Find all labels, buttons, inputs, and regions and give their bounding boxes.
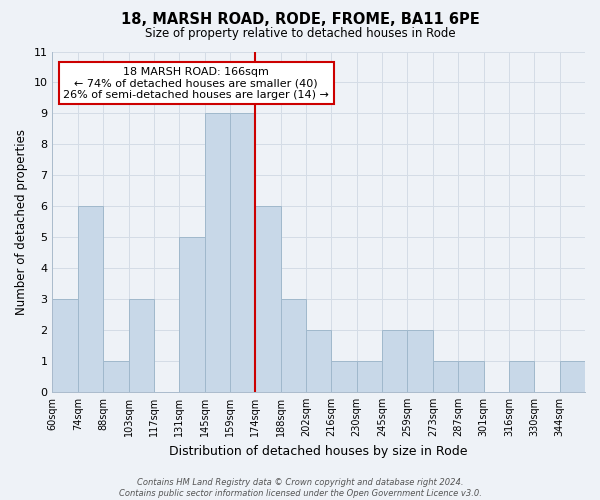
Text: Size of property relative to detached houses in Rode: Size of property relative to detached ho… <box>145 28 455 40</box>
Bar <box>306 330 331 392</box>
Text: 18, MARSH ROAD, RODE, FROME, BA11 6PE: 18, MARSH ROAD, RODE, FROME, BA11 6PE <box>121 12 479 28</box>
Bar <box>331 361 357 392</box>
Bar <box>433 361 458 392</box>
Bar <box>382 330 407 392</box>
Bar <box>357 361 382 392</box>
X-axis label: Distribution of detached houses by size in Rode: Distribution of detached houses by size … <box>169 444 468 458</box>
Bar <box>103 361 128 392</box>
Text: Contains HM Land Registry data © Crown copyright and database right 2024.
Contai: Contains HM Land Registry data © Crown c… <box>119 478 481 498</box>
Bar <box>78 206 103 392</box>
Bar <box>407 330 433 392</box>
Bar <box>52 299 78 392</box>
Y-axis label: Number of detached properties: Number of detached properties <box>15 128 28 314</box>
Bar <box>458 361 484 392</box>
Bar <box>179 237 205 392</box>
Bar <box>256 206 281 392</box>
Bar <box>509 361 534 392</box>
Bar <box>560 361 585 392</box>
Bar <box>205 114 230 392</box>
Bar <box>230 114 256 392</box>
Text: 18 MARSH ROAD: 166sqm
← 74% of detached houses are smaller (40)
26% of semi-deta: 18 MARSH ROAD: 166sqm ← 74% of detached … <box>63 67 329 100</box>
Bar <box>281 299 306 392</box>
Bar <box>128 299 154 392</box>
